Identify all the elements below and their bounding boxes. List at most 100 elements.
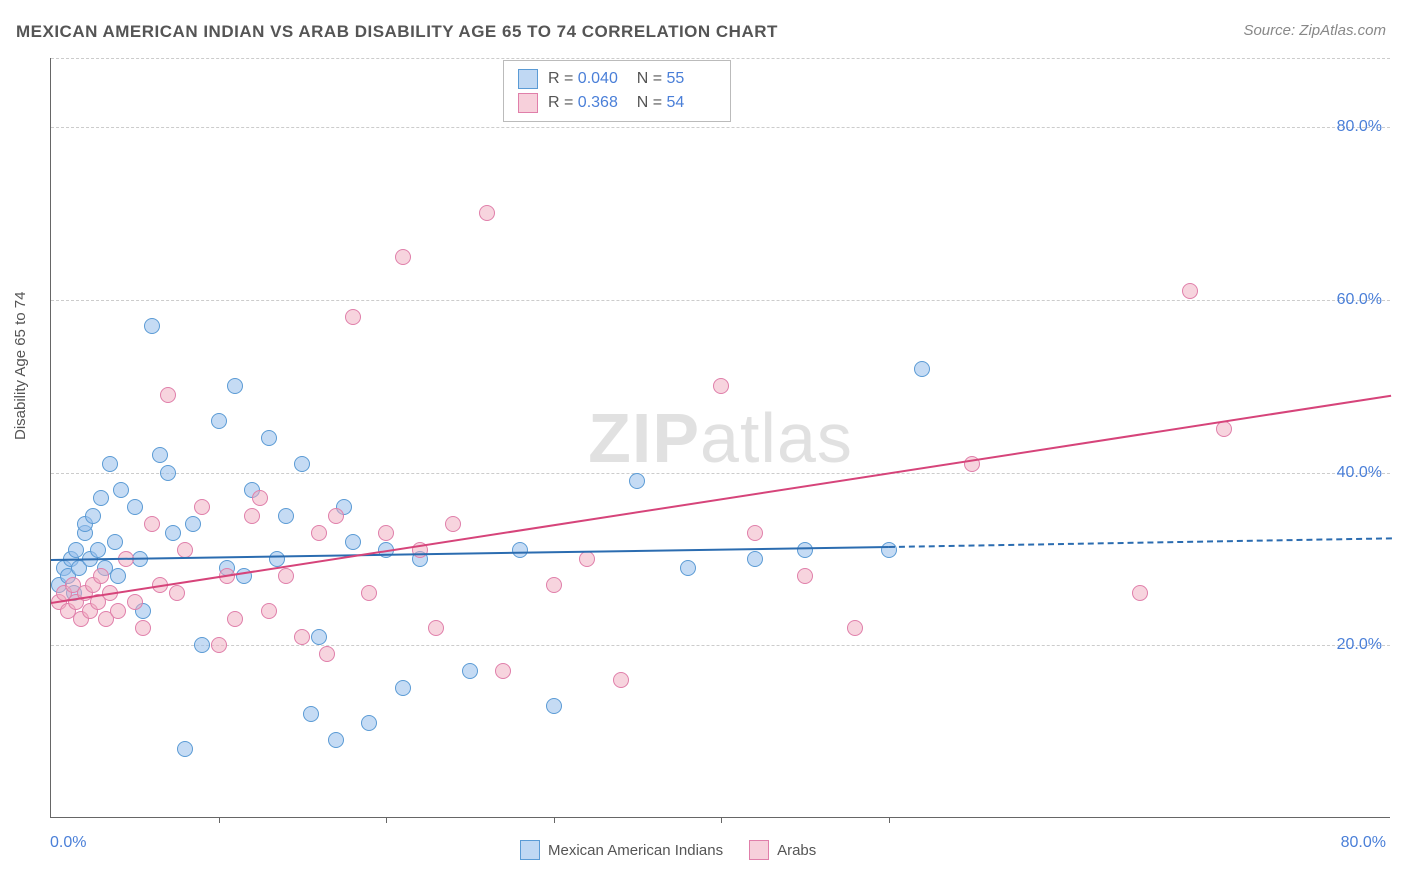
data-point xyxy=(479,205,495,221)
data-point xyxy=(361,585,377,601)
data-point xyxy=(914,361,930,377)
stats-row: R = 0.040 N = 55 xyxy=(518,67,716,91)
data-point xyxy=(127,594,143,610)
y-tick-label: 80.0% xyxy=(1337,118,1382,136)
data-point xyxy=(194,499,210,515)
data-point xyxy=(847,620,863,636)
chart-title: MEXICAN AMERICAN INDIAN VS ARAB DISABILI… xyxy=(16,22,778,42)
data-point xyxy=(378,525,394,541)
data-point xyxy=(261,430,277,446)
gridline xyxy=(51,645,1390,646)
data-point xyxy=(328,732,344,748)
data-point xyxy=(395,249,411,265)
data-point xyxy=(1216,421,1232,437)
data-point xyxy=(261,603,277,619)
data-point xyxy=(495,663,511,679)
x-tick xyxy=(554,817,555,823)
data-point xyxy=(294,456,310,472)
data-point xyxy=(211,637,227,653)
data-point xyxy=(252,490,268,506)
data-point xyxy=(113,482,129,498)
data-point xyxy=(144,516,160,532)
data-point xyxy=(797,542,813,558)
gridline xyxy=(51,473,1390,474)
data-point xyxy=(90,542,106,558)
swatch-icon xyxy=(520,840,540,860)
data-point xyxy=(110,603,126,619)
data-point xyxy=(395,680,411,696)
data-point xyxy=(269,551,285,567)
data-point xyxy=(445,516,461,532)
data-point xyxy=(311,525,327,541)
data-point xyxy=(135,620,151,636)
data-point xyxy=(165,525,181,541)
stats-text: R = 0.040 N = 55 xyxy=(548,70,716,88)
legend-label: Arabs xyxy=(777,842,816,859)
data-point xyxy=(613,672,629,688)
data-point xyxy=(345,309,361,325)
data-point xyxy=(244,508,260,524)
y-tick-label: 20.0% xyxy=(1337,636,1382,654)
swatch-icon xyxy=(518,93,538,113)
x-tick xyxy=(889,817,890,823)
data-point xyxy=(160,387,176,403)
data-point xyxy=(278,568,294,584)
data-point xyxy=(294,629,310,645)
swatch-icon xyxy=(749,840,769,860)
data-point xyxy=(110,568,126,584)
data-point xyxy=(361,715,377,731)
legend-item: Arabs xyxy=(749,840,816,860)
data-point xyxy=(319,646,335,662)
stats-legend: R = 0.040 N = 55 R = 0.368 N = 54 xyxy=(503,60,731,122)
legend-label: Mexican American Indians xyxy=(548,842,723,859)
data-point xyxy=(227,378,243,394)
watermark: ZIPatlas xyxy=(588,398,853,478)
y-tick-label: 40.0% xyxy=(1337,464,1382,482)
stats-text: R = 0.368 N = 54 xyxy=(548,94,716,112)
data-point xyxy=(278,508,294,524)
swatch-icon xyxy=(518,69,538,89)
data-point xyxy=(177,741,193,757)
data-point xyxy=(227,611,243,627)
gridline xyxy=(51,300,1390,301)
data-point xyxy=(680,560,696,576)
data-point xyxy=(512,542,528,558)
data-point xyxy=(102,456,118,472)
data-point xyxy=(1182,283,1198,299)
data-point xyxy=(311,629,327,645)
data-point xyxy=(303,706,319,722)
data-point xyxy=(144,318,160,334)
y-tick-label: 60.0% xyxy=(1337,291,1382,309)
source-attribution: Source: ZipAtlas.com xyxy=(1243,22,1386,39)
data-point xyxy=(629,473,645,489)
data-point xyxy=(194,637,210,653)
data-point xyxy=(428,620,444,636)
data-point xyxy=(160,465,176,481)
data-point xyxy=(546,698,562,714)
series-legend: Mexican American Indians Arabs xyxy=(520,840,816,860)
x-tick xyxy=(386,817,387,823)
data-point xyxy=(546,577,562,593)
x-tick xyxy=(219,817,220,823)
data-point xyxy=(185,516,201,532)
gridline xyxy=(51,58,1390,59)
trend-line xyxy=(888,537,1391,548)
data-point xyxy=(328,508,344,524)
plot-area: ZIPatlas R = 0.040 N = 55 R = 0.368 N = 5… xyxy=(50,58,1390,818)
data-point xyxy=(85,508,101,524)
x-tick-label: 0.0% xyxy=(50,834,86,852)
gridline xyxy=(51,127,1390,128)
data-point xyxy=(579,551,595,567)
x-tick-label: 80.0% xyxy=(1341,834,1386,852)
legend-item: Mexican American Indians xyxy=(520,840,723,860)
data-point xyxy=(1132,585,1148,601)
data-point xyxy=(881,542,897,558)
data-point xyxy=(747,551,763,567)
data-point xyxy=(127,499,143,515)
data-point xyxy=(107,534,123,550)
x-tick xyxy=(721,817,722,823)
data-point xyxy=(747,525,763,541)
data-point xyxy=(169,585,185,601)
data-point xyxy=(462,663,478,679)
data-point xyxy=(345,534,361,550)
